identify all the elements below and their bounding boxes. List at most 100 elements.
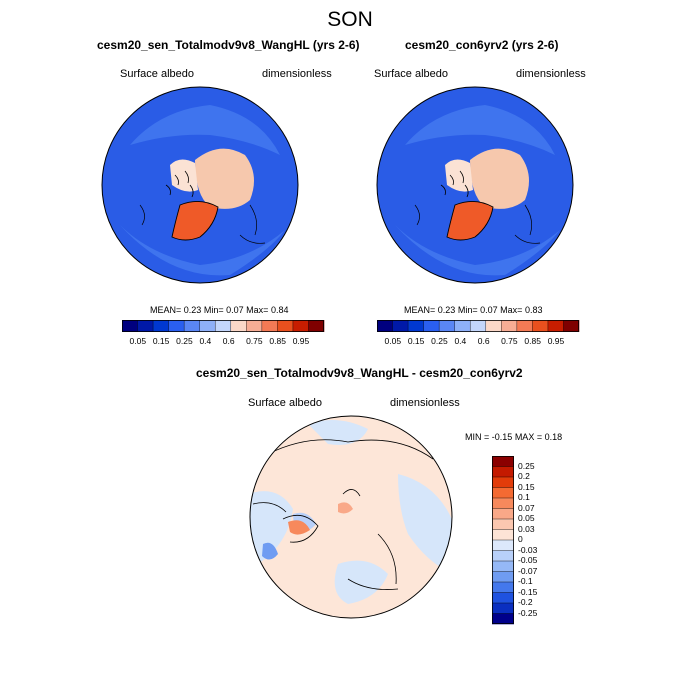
- panel2-colorbar-cell: [423, 320, 440, 332]
- panel1-colorbar-cell: [184, 320, 200, 332]
- diff-left-label: Surface albedo: [248, 397, 322, 409]
- panel1-min-value: 0.07: [226, 305, 244, 315]
- panel1-colorbar-tick-label: 0.15: [152, 336, 170, 346]
- panel2-colorbar-tick-label: 0.6: [477, 336, 490, 346]
- panel1-colorbar-tick-label: 0.25: [176, 336, 193, 346]
- panel2-colorbar-tick-label: 0.4: [454, 336, 467, 346]
- panel2-colorbar-ticks: 0.05 0.15 0.25 0.4 0.6 0.75 0.85 0.95: [377, 336, 579, 348]
- panel2-stats: MEAN= 0.23 Min= 0.07 Max= 0.83: [404, 305, 542, 315]
- panel1-colorbar-tick-label: 0.85: [269, 336, 286, 346]
- panel1-left-label: Surface albedo: [120, 68, 194, 80]
- panel1-greenland-coast: [171, 201, 219, 241]
- panel1-colorbar-cell: [168, 320, 185, 332]
- panel2-units-label: dimensionless: [516, 68, 586, 80]
- diff-colorbar-tick-label: 0.1: [518, 492, 530, 502]
- diff-colorbar-cell: [492, 508, 514, 520]
- diff-colorbar-tick-label: 0.03: [518, 523, 535, 534]
- diff-colorbar-cell: [492, 613, 514, 625]
- diff-colorbar-cell: [492, 540, 514, 551]
- diff-units-label: dimensionless: [390, 397, 460, 409]
- panel2-colorbar-cell: [501, 320, 518, 332]
- diff-colorbar-cell: [492, 477, 514, 488]
- panel1-colorbar-cell: [292, 320, 309, 332]
- panel2-min-value: 0.07: [480, 305, 498, 315]
- diff-colorbar-cell: [492, 498, 514, 509]
- panel1-mean-label: MEAN=: [150, 305, 182, 315]
- diff-title: cesm20_sen_Totalmodv9v8_WangHL - cesm20_…: [196, 366, 523, 380]
- panel1-colorbar-tick-label: 0.6: [222, 336, 235, 346]
- panel1-colorbar-cell: [153, 320, 169, 332]
- diff-colorbar-cell: [492, 466, 514, 478]
- panel2-colorbar-cell: [516, 320, 533, 332]
- diff-max-value: 0.18: [544, 432, 563, 442]
- panel1-colorbar-cell: [246, 320, 263, 332]
- diff-colorbar-ticks: 0.25 0.2 0.15 0.1 0.07 0.05 0.03 0 -0.03 -0.05 -0.…: [518, 456, 558, 624]
- diff-colorbar-cell: [492, 529, 514, 541]
- diff-colorbar-cell: [492, 561, 514, 572]
- panel2-colorbar-cell: [392, 320, 409, 332]
- panel2-mean-label: MEAN=: [404, 305, 436, 315]
- diff-colorbar-cell: [492, 582, 514, 593]
- panel1-mean-value: 0.23: [183, 305, 202, 315]
- panel2-colorbar-border: [377, 320, 579, 332]
- panel2-colorbar-cell: [563, 320, 580, 332]
- panel2-colorbar-tick-label: 0.95: [547, 336, 565, 346]
- panel1-max-label: Max=: [246, 305, 269, 315]
- panel1-colorbar-cell: [261, 320, 278, 332]
- panel1-south-region: [120, 225, 285, 276]
- panel2-left-label: Surface albedo: [374, 68, 448, 80]
- panel2-colorbar-tick-label: 0.75: [501, 336, 518, 346]
- panel2-colorbar-tick-label: 0.25: [431, 336, 448, 346]
- panel2-max-label: Max=: [500, 305, 523, 315]
- panel2-mean-value: 0.23: [437, 305, 456, 315]
- diff-region-west-blue: [250, 491, 293, 564]
- diff-min-label: MIN =: [465, 432, 490, 442]
- panel2-colorbar-cell: [408, 320, 424, 332]
- panel1-max-value: 0.84: [270, 305, 289, 315]
- diff-positive-spot-2: [338, 502, 353, 514]
- panel2-colorbar: [377, 320, 580, 332]
- panel1-map-border: [101, 86, 299, 284]
- diff-negative-spot: [262, 542, 278, 560]
- diff-colorbar-cell: [492, 456, 514, 467]
- panel2-colorbar-cell: [470, 320, 487, 332]
- diff-stats: MIN = -0.15 MAX = 0.18: [465, 432, 562, 442]
- diff-colorbar-tick-label: 0.2: [518, 471, 530, 481]
- panel1-colorbar-tick-label: 0.4: [199, 336, 212, 346]
- panel1-colorbar-cell: [199, 320, 216, 332]
- diff-min-value: -0.15: [491, 432, 513, 442]
- panel1-colorbar-ticks: 0.05 0.15 0.25 0.4 0.6 0.75 0.85 0.95: [122, 336, 324, 348]
- panel2-map: [376, 86, 574, 284]
- panel1-colorbar-cell: [308, 320, 325, 332]
- diff-region-north-blue: [308, 420, 368, 445]
- diff-colorbar-tick-label: -0.2: [518, 597, 533, 607]
- diff-colorbar-cell: [492, 550, 514, 562]
- diff-region-south-blue: [334, 560, 388, 604]
- panel1-colorbar-cell: [277, 320, 294, 332]
- diff-colorbar: [492, 456, 514, 625]
- panel2-colorbar-cell: [485, 320, 502, 332]
- panel2-greenland-coast: [446, 201, 494, 241]
- panel2-title: cesm20_con6yrv2 (yrs 2-6): [405, 38, 559, 52]
- diff-colorbar-cell: [492, 592, 514, 604]
- panel2-colorbar-tick-label: 0.85: [524, 336, 541, 346]
- panel1-colorbar: [122, 320, 325, 332]
- panel1-map: [101, 86, 299, 284]
- diff-colorbar-cell: [492, 571, 514, 583]
- panel2-coastlines-archipelago: [440, 170, 469, 198]
- diff-colorbar-tick-label: -0.1: [518, 576, 533, 586]
- diff-colorbar-tick-label: -0.07: [518, 565, 538, 576]
- panel1-sea-ice: [195, 148, 254, 209]
- panel1-colorbar-border: [122, 320, 324, 332]
- panel1-colorbar-cell: [215, 320, 232, 332]
- panel2-colorbar-cell: [547, 320, 564, 332]
- panel2-colorbar-cell: [377, 320, 393, 332]
- panel1-colorbar-tick-label: 0.75: [246, 336, 263, 346]
- diff-map: [249, 415, 453, 619]
- panel2-colorbar-tick-label: 0.15: [407, 336, 425, 346]
- panel2-colorbar-cell: [454, 320, 471, 332]
- diff-colorbar-tick-label: 0.07: [518, 502, 535, 513]
- panel2-colorbar-tick-label: 0.05: [384, 336, 402, 346]
- panel2-colorbar-cell: [532, 320, 549, 332]
- panel1-stats: MEAN= 0.23 Min= 0.07 Max= 0.84: [150, 305, 288, 315]
